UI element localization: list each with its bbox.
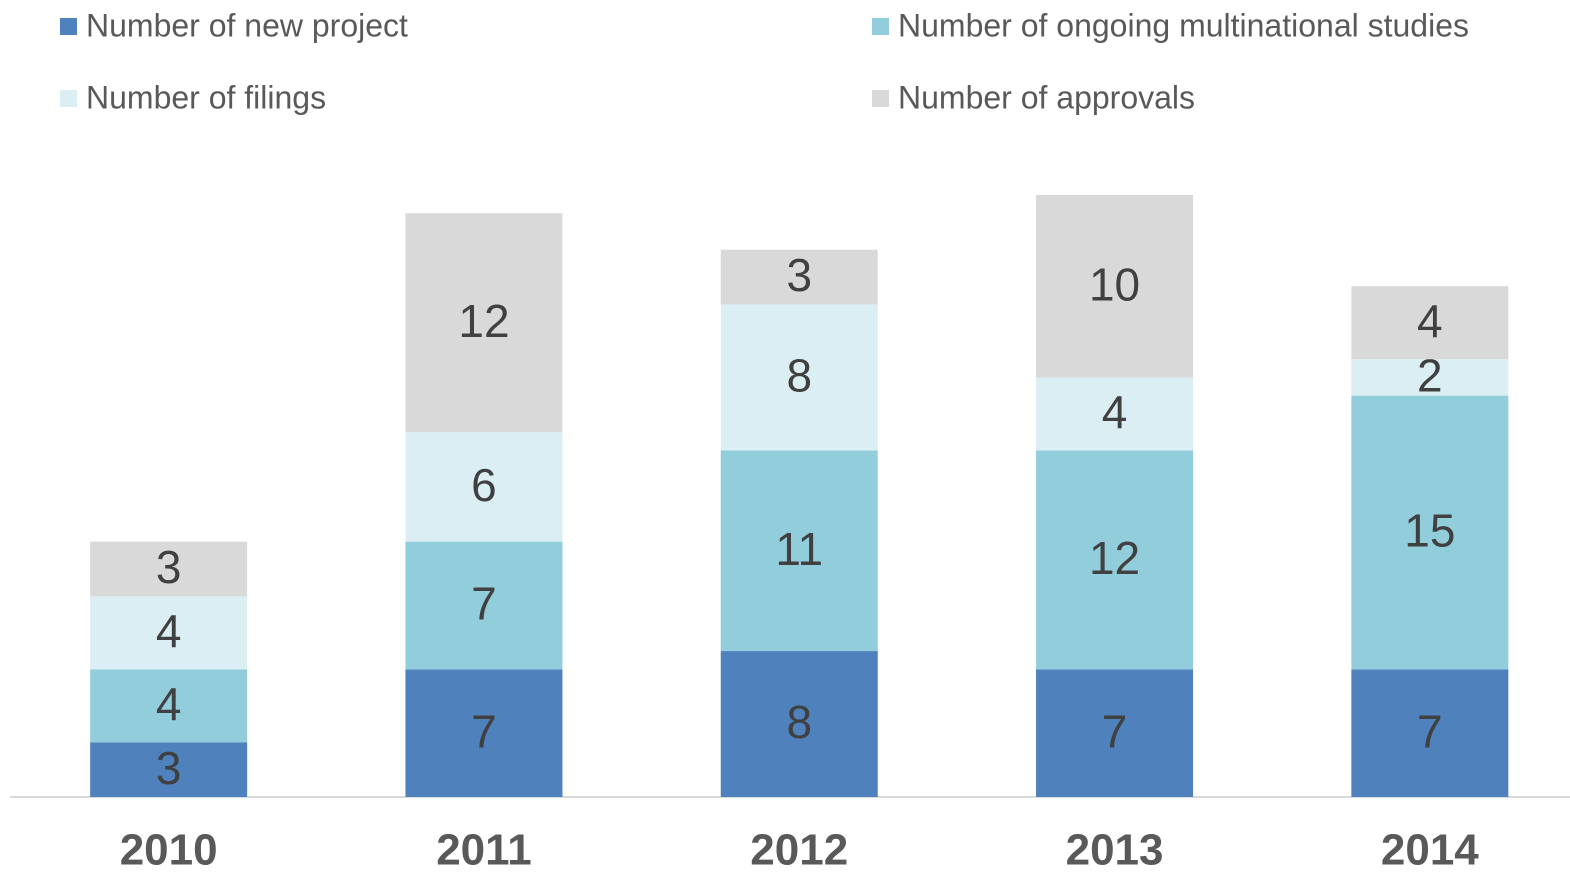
bar-segment xyxy=(405,432,563,542)
data-label: 7 xyxy=(1417,705,1443,757)
data-label: 12 xyxy=(458,295,509,347)
data-label: 7 xyxy=(471,705,497,757)
data-label: 3 xyxy=(156,541,182,593)
data-label: 8 xyxy=(786,350,812,402)
bar-segment xyxy=(405,213,563,433)
data-label: 4 xyxy=(1102,386,1128,438)
data-label: 7 xyxy=(471,578,497,630)
legend-label: Number of filings xyxy=(86,79,326,115)
bar-segment xyxy=(90,669,248,743)
bar-segment xyxy=(1036,669,1194,797)
bar-segment xyxy=(1036,377,1194,451)
bar-segment xyxy=(1036,195,1194,378)
data-label: 4 xyxy=(156,678,182,730)
bar-segment xyxy=(1351,395,1509,670)
data-label: 4 xyxy=(1417,295,1443,347)
legend-label: Number of ongoing multinational studies xyxy=(898,7,1469,43)
x-tick-label: 2012 xyxy=(750,826,848,872)
data-label: 11 xyxy=(775,523,823,575)
data-label: 15 xyxy=(1404,505,1455,557)
data-label: 4 xyxy=(156,605,182,657)
bar-segment xyxy=(405,669,563,797)
x-tick-label: 2010 xyxy=(120,826,218,872)
data-label: 3 xyxy=(156,742,182,794)
bar-segment xyxy=(720,304,878,451)
bar-segment xyxy=(1351,286,1509,360)
bar-segment xyxy=(405,541,563,670)
bar-segment xyxy=(1351,669,1509,797)
bar-segment xyxy=(90,596,248,670)
x-tick-label: 2014 xyxy=(1381,826,1479,872)
bar-segment xyxy=(1036,450,1194,670)
data-label: 10 xyxy=(1089,258,1140,310)
data-label: 7 xyxy=(1102,705,1128,757)
legend-label: Number of new project xyxy=(86,7,408,43)
legend-swatch xyxy=(60,18,77,35)
data-label: 6 xyxy=(471,459,497,511)
legend-label: Number of approvals xyxy=(898,79,1195,115)
data-label: 8 xyxy=(786,696,812,748)
bar-segment xyxy=(90,742,248,797)
bar-segment xyxy=(1351,359,1509,396)
bar-segment xyxy=(720,249,878,305)
legend-swatch xyxy=(872,90,889,107)
bar-segment xyxy=(720,450,878,652)
x-tick-label: 2011 xyxy=(436,826,531,872)
data-label: 3 xyxy=(786,249,812,301)
legend-swatch xyxy=(872,18,889,35)
bar-segment xyxy=(90,541,248,597)
bar-segment xyxy=(720,651,878,797)
x-tick-label: 2013 xyxy=(1066,826,1164,872)
legend-swatch xyxy=(60,90,77,107)
data-label: 12 xyxy=(1089,532,1140,584)
